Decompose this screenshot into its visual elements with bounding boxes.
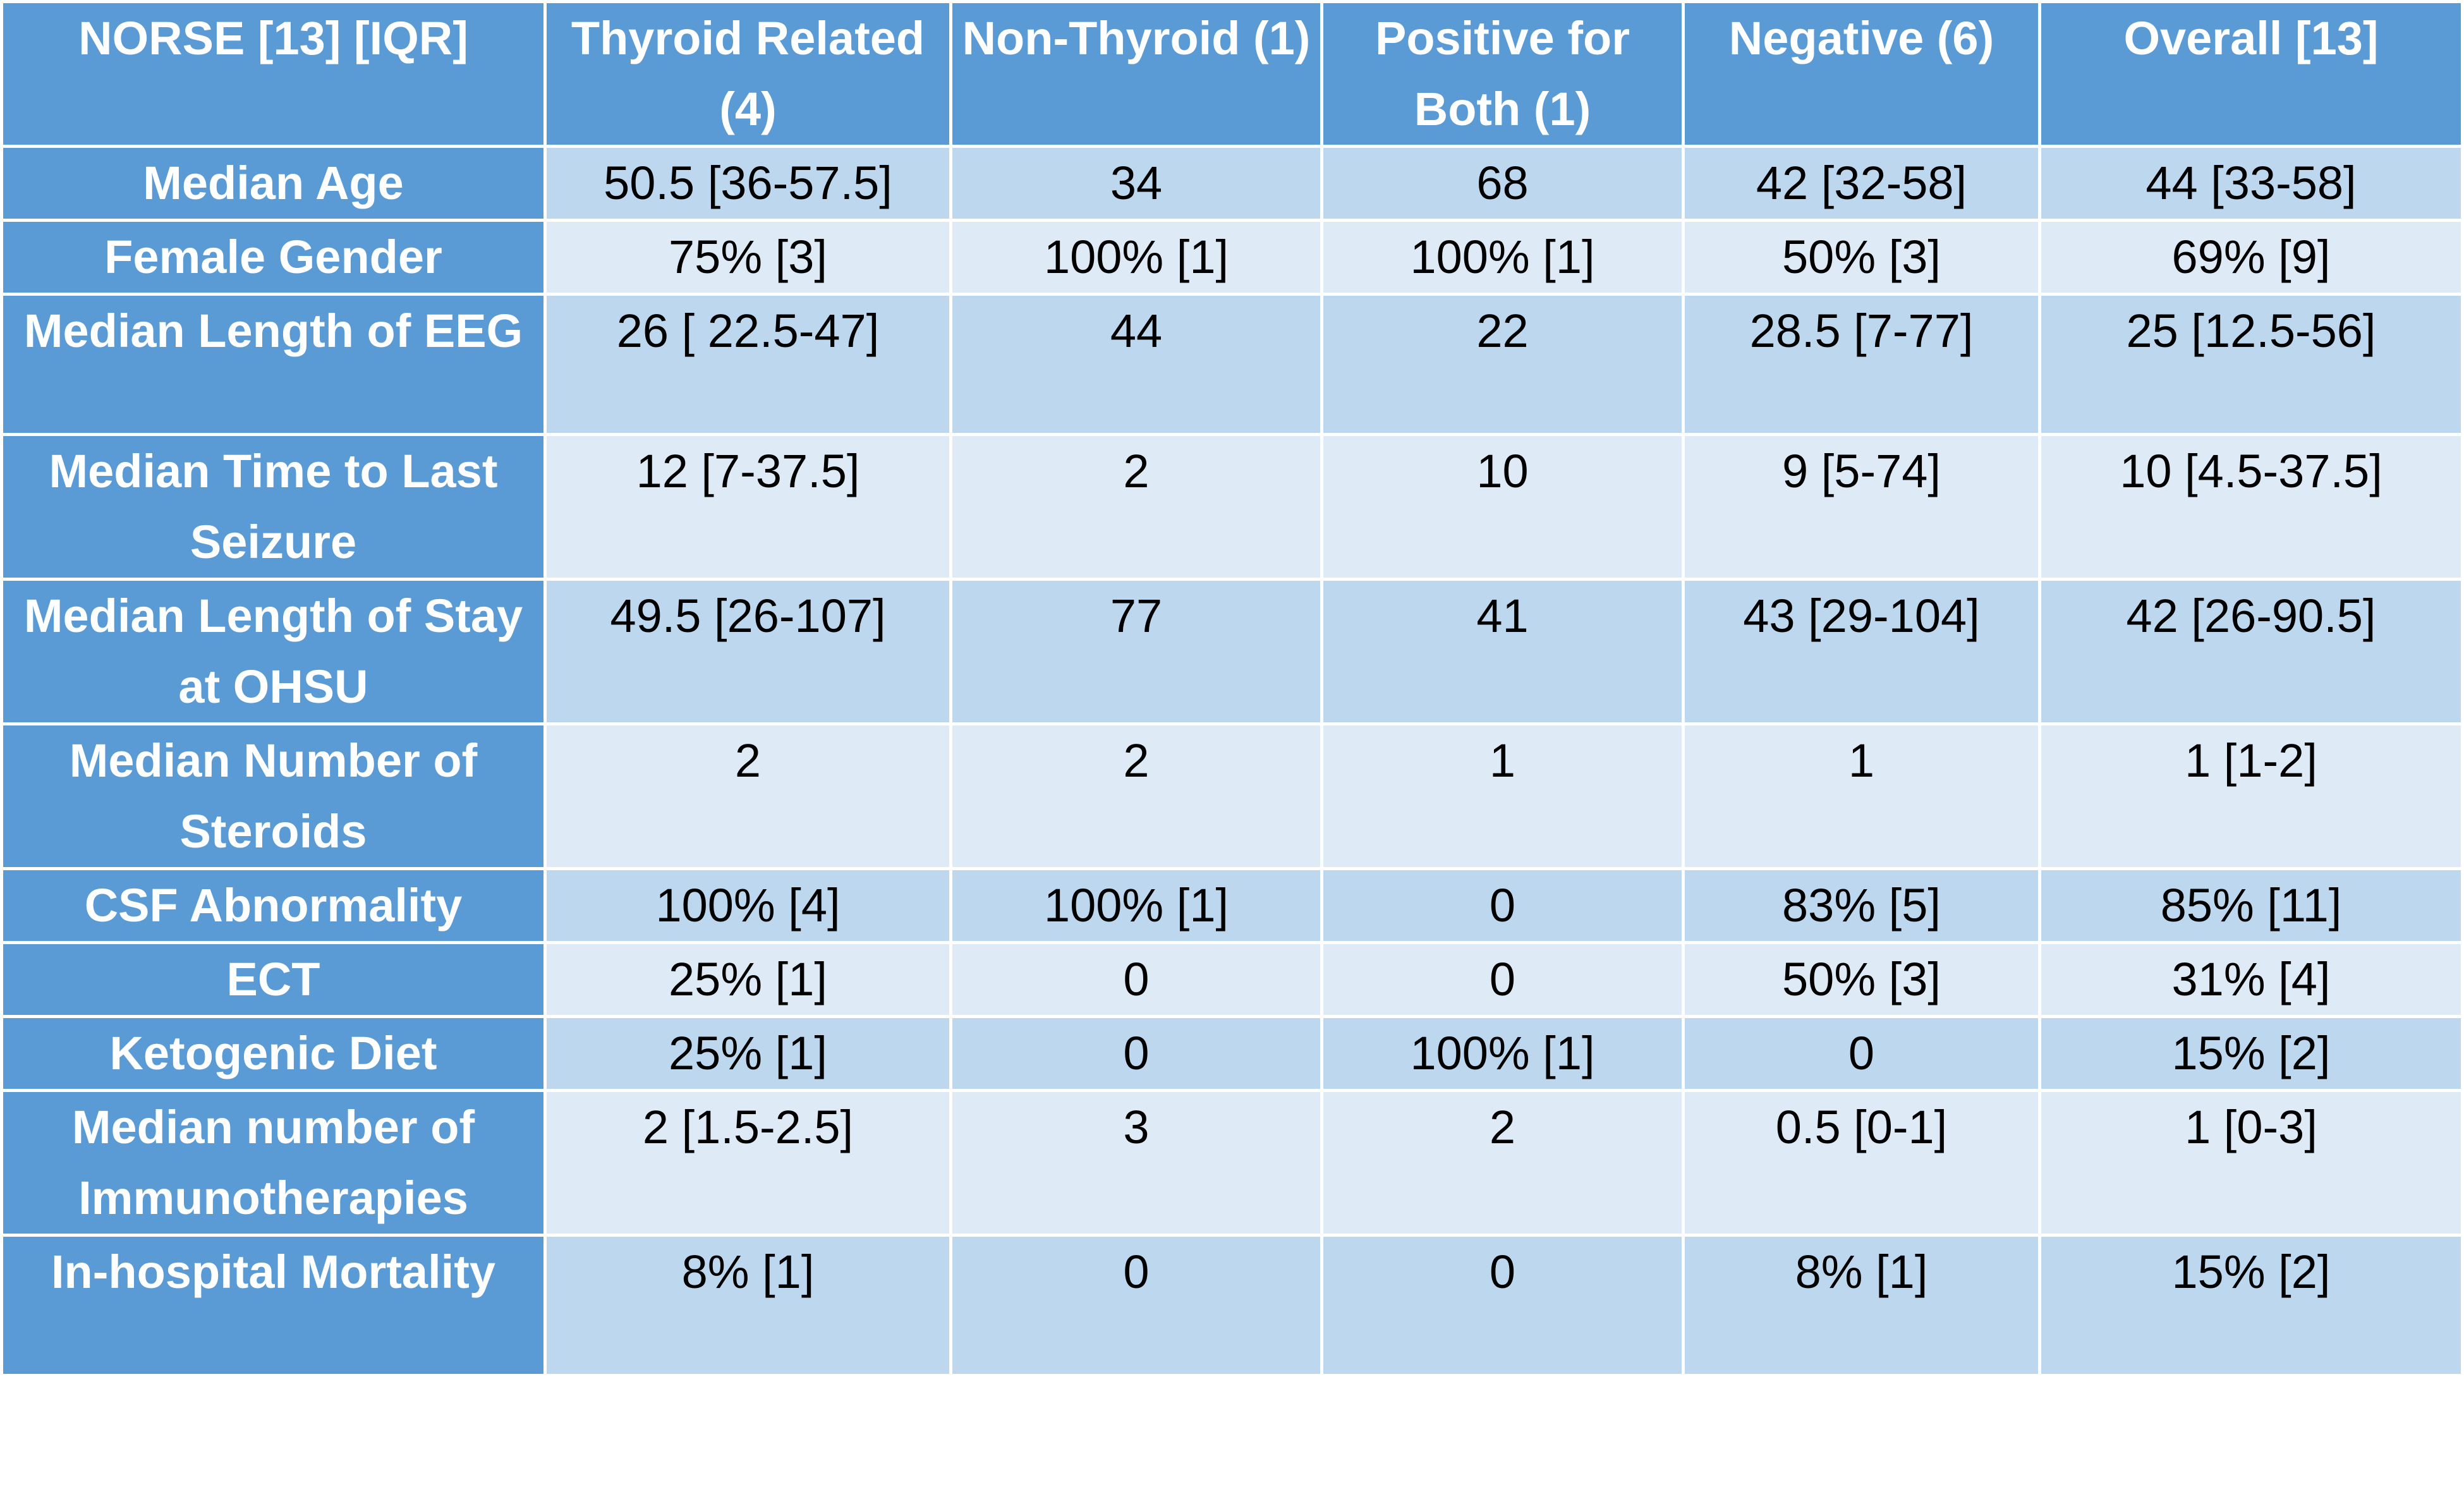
cell: 15% [2]: [2038, 1015, 2464, 1092]
cell: 8% [1]: [543, 1234, 952, 1377]
table-row: Ketogenic Diet 25% [1] 0 100% [1] 0 15% [2]: [0, 1015, 2464, 1092]
table-row: Median Number of Steroids 2 2 1 1 1 [1-2]: [0, 722, 2464, 870]
cell: 34: [949, 145, 1323, 222]
row-header: Median Time to Last Seizure: [0, 433, 547, 581]
header-cell: NORSE [13] [IQR]: [0, 0, 547, 148]
cell: 1 [0-3]: [2038, 1089, 2464, 1237]
cell: 0.5 [0-1]: [1682, 1089, 2041, 1237]
cell: 25% [1]: [543, 941, 952, 1018]
cell: 2: [1320, 1089, 1685, 1237]
cell: 41: [1320, 578, 1685, 725]
cell: 10 [4.5-37.5]: [2038, 433, 2464, 581]
cell: 25% [1]: [543, 1015, 952, 1092]
cell: 2: [949, 722, 1323, 870]
cell: 22: [1320, 293, 1685, 436]
row-header: Median Length of EEG: [0, 293, 547, 436]
row-header: Median Length of Stay at OHSU: [0, 578, 547, 725]
row-header: Ketogenic Diet: [0, 1015, 547, 1092]
header-cell: Thyroid Related (4): [543, 0, 952, 148]
data-table: NORSE [13] [IQR] Thyroid Related (4) Non-T…: [0, 0, 2464, 1377]
cell: 49.5 [26-107]: [543, 578, 952, 725]
cell: 42 [26-90.5]: [2038, 578, 2464, 725]
cell: 28.5 [7-77]: [1682, 293, 2041, 436]
row-header: In-hospital Mortality: [0, 1234, 547, 1377]
cell: 50% [3]: [1682, 219, 2041, 296]
table-row: ECT 25% [1] 0 0 50% [3] 31% [4]: [0, 941, 2464, 1018]
cell: 8% [1]: [1682, 1234, 2041, 1377]
cell: 1: [1320, 722, 1685, 870]
cell: 1 [1-2]: [2038, 722, 2464, 870]
cell: 0: [1682, 1015, 2041, 1092]
cell: 9 [5-74]: [1682, 433, 2041, 581]
cell: 69% [9]: [2038, 219, 2464, 296]
cell: 68: [1320, 145, 1685, 222]
row-header: ECT: [0, 941, 547, 1018]
header-row: NORSE [13] [IQR] Thyroid Related (4) Non-T…: [0, 0, 2464, 148]
cell: 2: [949, 433, 1323, 581]
cell: 77: [949, 578, 1323, 725]
table-row: Median Length of EEG 26 [ 22.5-47] 44 22 28.…: [0, 293, 2464, 436]
row-header: Median Age: [0, 145, 547, 222]
header-cell: Overall [13]: [2038, 0, 2464, 148]
cell: 50.5 [36-57.5]: [543, 145, 952, 222]
cell: 31% [4]: [2038, 941, 2464, 1018]
cell: 44 [33-58]: [2038, 145, 2464, 222]
row-header: CSF Abnormality: [0, 867, 547, 944]
table-row: CSF Abnormality 100% [4] 100% [1] 0 83% [5] 8…: [0, 867, 2464, 944]
table-row: Female Gender 75% [3] 100% [1] 100% [1] 50% …: [0, 219, 2464, 296]
cell: 100% [4]: [543, 867, 952, 944]
cell: 2 [1.5-2.5]: [543, 1089, 952, 1237]
table-row: Median number of Immunotherapies 2 [1.5-2…: [0, 1089, 2464, 1237]
cell: 44: [949, 293, 1323, 436]
cell: 0: [1320, 941, 1685, 1018]
table-row: In-hospital Mortality 8% [1] 0 0 8% [1] 15% […: [0, 1234, 2464, 1377]
cell: 100% [1]: [949, 867, 1323, 944]
cell: 0: [949, 1234, 1323, 1377]
header-cell: Non-Thyroid (1): [949, 0, 1323, 148]
table-row: Median Length of Stay at OHSU 49.5 [26-10…: [0, 578, 2464, 725]
row-header: Female Gender: [0, 219, 547, 296]
cell: 0: [949, 941, 1323, 1018]
cell: 3: [949, 1089, 1323, 1237]
cell: 43 [29-104]: [1682, 578, 2041, 725]
cell: 25 [12.5-56]: [2038, 293, 2464, 436]
cell: 50% [3]: [1682, 941, 2041, 1018]
cell: 100% [1]: [1320, 219, 1685, 296]
cell: 0: [1320, 1234, 1685, 1377]
cell: 26 [ 22.5-47]: [543, 293, 952, 436]
cell: 100% [1]: [1320, 1015, 1685, 1092]
cell: 12 [7-37.5]: [543, 433, 952, 581]
table-row: Median Age 50.5 [36-57.5] 34 68 42 [32-58] 44…: [0, 145, 2464, 222]
header-cell: Negative (6): [1682, 0, 2041, 148]
cell: 15% [2]: [2038, 1234, 2464, 1377]
row-header: Median number of Immunotherapies: [0, 1089, 547, 1237]
row-header: Median Number of Steroids: [0, 722, 547, 870]
cell: 1: [1682, 722, 2041, 870]
cell: 0: [1320, 867, 1685, 944]
cell: 10: [1320, 433, 1685, 581]
header-cell: Positive for Both (1): [1320, 0, 1685, 148]
table-row: Median Time to Last Seizure 12 [7-37.5] 2 1…: [0, 433, 2464, 581]
cell: 100% [1]: [949, 219, 1323, 296]
cell: 2: [543, 722, 952, 870]
cell: 75% [3]: [543, 219, 952, 296]
cell: 42 [32-58]: [1682, 145, 2041, 222]
cell: 85% [11]: [2038, 867, 2464, 944]
cell: 83% [5]: [1682, 867, 2041, 944]
cell: 0: [949, 1015, 1323, 1092]
